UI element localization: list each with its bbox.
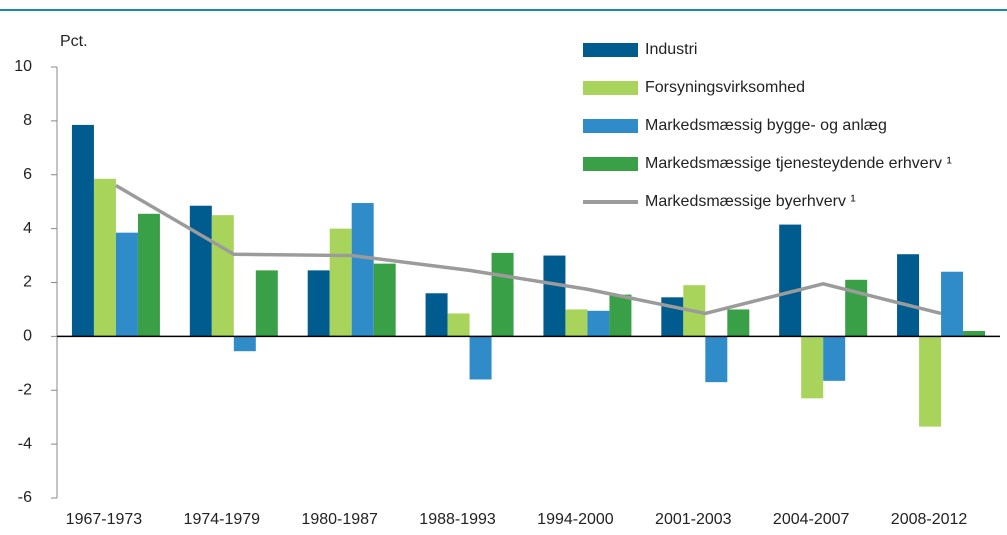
bar: [609, 294, 632, 337]
legend-label: Markedsmæssige byerhverv ¹: [645, 193, 856, 210]
y-tick-label: 8: [23, 112, 32, 129]
legend-label: Industri: [645, 41, 697, 58]
legend-swatch: [583, 157, 638, 171]
bar: [963, 330, 986, 337]
legend-label: Markedsmæssig bygge- og anlæg: [645, 117, 887, 134]
x-tick-label: 1974-1979: [184, 511, 261, 528]
bar: [93, 178, 116, 337]
bar: [801, 336, 824, 399]
y-tick-label: -6: [18, 489, 32, 506]
bar: [823, 336, 846, 381]
bar: [543, 255, 566, 337]
bar: [189, 205, 212, 337]
bar: [329, 228, 352, 337]
line: [115, 184, 942, 316]
y-axis-label: Pct.: [60, 33, 88, 50]
legend-swatch: [583, 119, 638, 133]
x-tick-label: 1988-1993: [419, 511, 496, 528]
y-tick-label: 4: [23, 220, 32, 237]
bar: [661, 297, 684, 337]
bar: [565, 309, 588, 337]
y-tick-label: 2: [23, 274, 32, 291]
x-tick-label: 1980-1987: [301, 511, 378, 528]
y-tick-label: -4: [18, 435, 32, 452]
y-tick-label: 0: [23, 328, 32, 345]
y-tick-label: -2: [18, 381, 32, 398]
x-tick-label: 1994-2000: [537, 511, 614, 528]
bar: [71, 124, 94, 337]
x-tick-label: 2001-2003: [655, 511, 732, 528]
y-tick-label: 10: [14, 58, 32, 75]
legend-label: Forsyningsvirksomhed: [645, 79, 805, 96]
bar: [351, 203, 374, 337]
bar: [705, 336, 728, 383]
bar: [779, 224, 802, 337]
bar: [587, 310, 610, 337]
bar: [491, 252, 514, 337]
bar: [425, 293, 448, 337]
x-tick-label: 2008-2012: [891, 511, 968, 528]
x-tick-label: 1967-1973: [66, 511, 143, 528]
legend-swatch: [583, 43, 638, 57]
bar: [211, 215, 234, 337]
bar: [233, 336, 256, 352]
legend-swatch: [583, 81, 638, 95]
bar: [115, 232, 138, 337]
bar: [255, 270, 278, 337]
bar: [373, 263, 396, 337]
bar: [845, 279, 868, 337]
y-tick-label: 6: [23, 166, 32, 183]
bar: [919, 336, 942, 427]
legend-label: Markedsmæssige tjenesteydende erhverv ¹: [645, 155, 952, 172]
bar: [307, 270, 330, 337]
bar: [941, 271, 964, 337]
x-tick-label: 2004-2007: [773, 511, 850, 528]
bar: [447, 313, 470, 337]
bar: [727, 309, 750, 337]
bar: [897, 254, 920, 337]
bar: [137, 213, 160, 337]
bar: [469, 336, 492, 380]
